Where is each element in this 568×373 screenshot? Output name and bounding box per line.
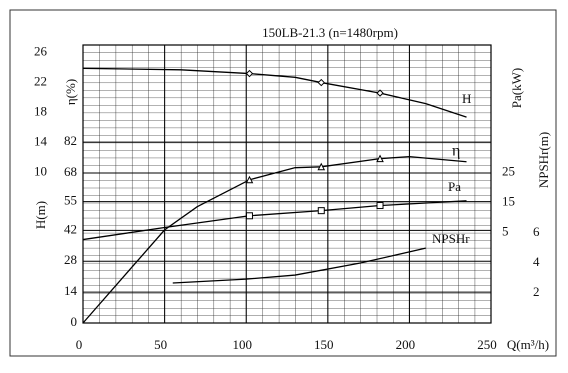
x-tick-label: 0: [76, 337, 83, 352]
minor-grid: [83, 45, 491, 323]
curve: [82, 200, 467, 241]
y2-axis-label: η(%): [63, 79, 78, 105]
marker: [376, 202, 384, 210]
x-tick-label: 100: [232, 337, 252, 352]
marker: [245, 69, 254, 78]
marker: [245, 212, 253, 220]
y4-axis-label: NPSHr(m): [536, 132, 551, 188]
marker: [245, 175, 254, 184]
y3-axis-label: Pa(kW): [509, 68, 524, 108]
x-axis-label: Q(m³/h): [507, 337, 549, 352]
curve: [82, 67, 467, 118]
x-tick-label: 150: [314, 337, 334, 352]
y-tick-label: 18: [34, 104, 47, 119]
y3-tick-label: 25: [502, 163, 515, 178]
y3-tick-label: 5: [502, 224, 509, 239]
y2-tick-label: 55: [64, 193, 77, 208]
y2-tick-label: 42: [64, 221, 77, 236]
y2-tick-label: 28: [64, 252, 77, 267]
x-tick-label: 250: [477, 337, 497, 352]
y2-tick-label: 0: [71, 314, 78, 329]
y2-tick-label: 82: [64, 133, 77, 148]
marker: [376, 89, 384, 97]
curve-label: NPSHr: [432, 231, 470, 246]
y-axis-label: H(m): [33, 201, 48, 229]
marker: [376, 154, 384, 163]
marker: [317, 78, 325, 87]
y-tick-label: 22: [34, 74, 47, 89]
marker: [317, 162, 326, 171]
y4-tick-label: 6: [533, 224, 540, 239]
curve-label: Pa: [448, 179, 461, 194]
y3-tick-label: 15: [502, 194, 515, 209]
y4-tick-label: 4: [533, 254, 540, 269]
x-tick-label: 200: [396, 337, 416, 352]
chart-title: 150LB-21.3 (n=1480rpm): [262, 25, 398, 40]
y2-tick-label: 68: [64, 164, 77, 179]
x-tick-label: 50: [154, 337, 167, 352]
curve-label: η: [452, 143, 460, 160]
curve: [82, 155, 467, 324]
outer-frame: [9, 9, 557, 357]
y-tick-label: 14: [34, 134, 48, 149]
y-tick-label: 26: [34, 43, 48, 58]
curve-label: H: [462, 91, 471, 106]
marker: [317, 207, 325, 215]
curve: [172, 247, 426, 284]
y2-tick-label: 14: [64, 283, 78, 298]
y-tick-label: 10: [34, 164, 47, 179]
y4-tick-label: 2: [533, 284, 540, 299]
